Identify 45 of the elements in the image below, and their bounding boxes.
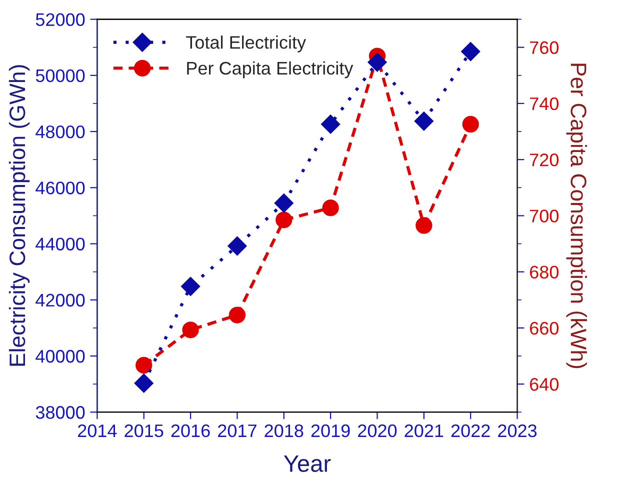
point: [276, 212, 292, 228]
y2-tick-label: 700: [530, 210, 558, 222]
y-tick-label: 42000: [36, 294, 85, 307]
y2-tick-label: 640: [530, 378, 558, 391]
y-tick-label: 46000: [36, 182, 85, 194]
y-tick-label: 50000: [36, 69, 85, 82]
point: [182, 322, 199, 338]
y-tick-label: 48000: [36, 125, 85, 138]
x-tick-label: 2021: [404, 424, 444, 438]
point: [416, 217, 432, 234]
legend-label: Total Electricity: [186, 36, 306, 52]
point: [181, 276, 200, 296]
x-tick-label: 2019: [311, 424, 350, 438]
y2-tick-label: 760: [530, 41, 558, 54]
x-tick-label: 2023: [498, 424, 537, 438]
x-tick-label: 2022: [451, 424, 490, 438]
y2-tick-label: 660: [530, 322, 558, 335]
legend-label: Per Capita Electricity: [187, 61, 354, 78]
point: [461, 42, 480, 62]
x-tick-label: 2017: [218, 424, 256, 438]
point: [462, 116, 479, 133]
point: [228, 306, 246, 324]
point: [368, 52, 387, 72]
x-tick-label: 2020: [358, 424, 397, 438]
y2-tick-label: 680: [530, 266, 558, 279]
point: [414, 112, 434, 131]
point: [274, 194, 294, 213]
x-axis-title: Year: [284, 456, 331, 472]
point: [134, 374, 154, 393]
y2-tick-label: 720: [530, 154, 558, 166]
point: [228, 236, 247, 256]
x-tick-label: 2016: [171, 424, 210, 438]
point: [322, 200, 339, 216]
x-tick-label: 2018: [264, 424, 304, 438]
y-axis-title: Electricity Consumption (GWh): [8, 65, 30, 366]
y-tick-label: 44000: [36, 238, 85, 250]
y-tick-label: 52000: [36, 13, 85, 26]
y2-tick-label: 740: [530, 97, 558, 110]
y-tick-label: 40000: [36, 350, 85, 363]
point: [321, 114, 340, 134]
y-tick-label: 38000: [36, 406, 85, 419]
x-tick-label: 2014: [78, 424, 117, 438]
y2-axis-title: Per Capita Consumption (kWh): [566, 64, 587, 368]
x-tick-label: 2015: [124, 424, 164, 438]
point: [136, 356, 152, 374]
